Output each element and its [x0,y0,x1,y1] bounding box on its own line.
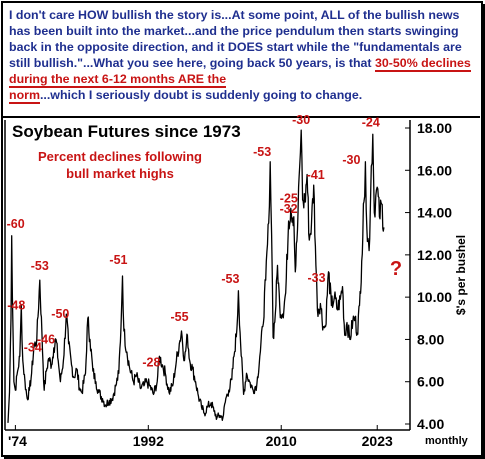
y-tick-label: 12.00 [417,247,452,263]
decline-label: -41 [307,168,325,182]
commentary-highlight-1: 30-50% declines during the next 6-12 mon… [9,56,471,88]
decline-label: -51 [109,253,127,267]
y-tick-label: 18.00 [417,120,452,136]
decline-label: -55 [170,310,188,324]
decline-label: -34 [24,340,42,354]
decline-label: -30 [342,153,360,167]
x-tick-label: '74 [8,433,27,449]
commentary-part2: ...which I seriously doubt is suddenly g… [39,88,363,102]
commentary-part1: I don't care HOW bullish the story is...… [9,8,462,70]
decline-label: -48 [7,299,25,313]
decline-label: -33 [307,271,325,285]
x-tick-label: 2023 [362,433,393,449]
y-tick-label: 4.00 [417,416,444,432]
decline-label: -53 [253,145,271,159]
decline-label: -53 [221,272,239,286]
commentary-highlight-2: norm [9,88,40,104]
question-mark: ? [390,258,402,280]
decline-label: -24 [362,115,380,129]
y-tick-label: 16.00 [417,162,452,178]
decline-label: -30 [292,113,310,127]
y-tick-label: 8.00 [417,331,444,347]
decline-label: -28 [142,355,160,369]
x-tick-label: 1992 [133,433,164,449]
decline-label: -46 [37,332,55,346]
y-tick-label: 10.00 [417,289,452,305]
x-tick-label: 2010 [266,433,297,449]
y-tick-label: 6.00 [417,374,444,390]
commentary-text: I don't care HOW bullish the story is...… [9,7,475,104]
y-axis-label: $'s per bushel [454,235,468,315]
chart-title: Soybean Futures since 1973 [12,122,241,141]
decline-label: -25 [280,191,298,205]
price-series-line [7,129,385,423]
decline-label: -32 [280,202,298,216]
decline-label: -50 [51,307,69,321]
decline-label: -60 [7,217,25,231]
chart-subtitle: Percent declines following bull market hi… [38,149,202,181]
y-tick-label: 14.00 [417,205,452,221]
decline-label: -53 [31,259,49,273]
x-axis-label: monthly [425,435,469,447]
